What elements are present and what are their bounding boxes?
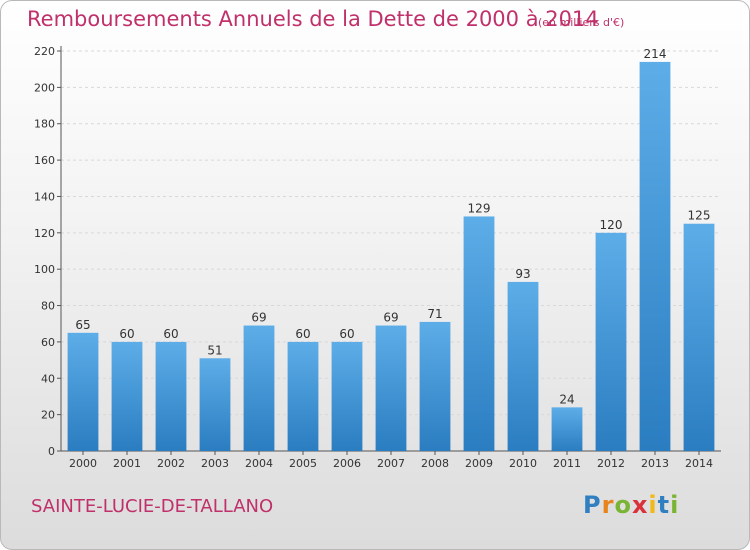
y-tick-label: 60 bbox=[41, 336, 55, 349]
data-label: 51 bbox=[207, 343, 222, 357]
data-label: 60 bbox=[119, 327, 134, 341]
data-label: 60 bbox=[163, 327, 178, 341]
labels: 0 20 40 60 80 100 120 140 160 180 200 220 65 2000 60 20… bbox=[34, 45, 713, 470]
y-tick-label: 0 bbox=[48, 445, 55, 458]
bar-chart: 0 20 40 60 80 100 120 140 160 180 200 220 65 2000 60 20… bbox=[34, 45, 721, 470]
data-label: 120 bbox=[600, 218, 623, 232]
chart-unit: (en milliers d'€) bbox=[538, 16, 625, 29]
y-tick-label: 160 bbox=[34, 154, 55, 167]
y-tick-label: 120 bbox=[34, 227, 55, 240]
x-tick-label: 2008 bbox=[421, 457, 449, 470]
logo-letter: o bbox=[614, 491, 632, 519]
y-tick-label: 180 bbox=[34, 118, 55, 131]
y-tick-label: 40 bbox=[41, 372, 55, 385]
y-tick-label: 140 bbox=[34, 190, 55, 203]
logo-letter: P bbox=[583, 491, 602, 519]
bar-2014 bbox=[683, 223, 715, 451]
y-tick-label: 80 bbox=[41, 300, 55, 313]
bar-2002 bbox=[155, 341, 187, 451]
commune-name: SAINTE-LUCIE-DE-TALLANO bbox=[31, 496, 274, 517]
bar-2010 bbox=[507, 281, 539, 451]
bar-2001 bbox=[111, 341, 143, 451]
bar-2011 bbox=[551, 407, 583, 451]
data-label: 71 bbox=[427, 307, 442, 321]
y-tick-label: 220 bbox=[34, 45, 55, 58]
data-label: 214 bbox=[644, 47, 667, 61]
logo-letter: i bbox=[670, 491, 680, 519]
x-tick-label: 2007 bbox=[377, 457, 405, 470]
proxiti-logo[interactable]: Proxiti bbox=[583, 491, 679, 519]
bar-2008 bbox=[419, 321, 451, 451]
logo-letter: i bbox=[648, 491, 658, 519]
bar-2013 bbox=[639, 61, 671, 452]
data-label: 69 bbox=[383, 311, 398, 325]
x-tick-label: 2014 bbox=[685, 457, 713, 470]
bar-2006 bbox=[331, 341, 363, 451]
bar-2004 bbox=[243, 325, 275, 451]
x-tick-label: 2012 bbox=[597, 457, 625, 470]
y-tick-label: 20 bbox=[41, 409, 55, 422]
data-label: 93 bbox=[515, 267, 530, 281]
x-tick-label: 2004 bbox=[245, 457, 273, 470]
y-tick-label: 100 bbox=[34, 263, 55, 276]
logo-letter: t bbox=[657, 491, 671, 519]
data-label: 60 bbox=[295, 327, 310, 341]
x-tick-label: 2003 bbox=[201, 457, 229, 470]
x-tick-label: 2000 bbox=[69, 457, 97, 470]
chart-title: Remboursements Annuels de la Dette de 20… bbox=[27, 7, 599, 31]
bar-2007 bbox=[375, 325, 407, 451]
data-label: 60 bbox=[339, 327, 354, 341]
bars bbox=[67, 61, 715, 452]
data-label: 129 bbox=[468, 201, 491, 215]
bar-2000 bbox=[67, 332, 99, 451]
data-label: 24 bbox=[559, 392, 574, 406]
bar-2003 bbox=[199, 358, 231, 451]
data-label: 65 bbox=[75, 318, 90, 332]
x-tick-label: 2009 bbox=[465, 457, 493, 470]
bar-2009 bbox=[463, 216, 495, 451]
x-tick-label: 2001 bbox=[113, 457, 141, 470]
x-tick-label: 2002 bbox=[157, 457, 185, 470]
y-tick-label: 200 bbox=[34, 81, 55, 94]
bar-2012 bbox=[595, 232, 627, 451]
x-tick-label: 2011 bbox=[553, 457, 581, 470]
x-tick-label: 2006 bbox=[333, 457, 361, 470]
x-tick-label: 2005 bbox=[289, 457, 317, 470]
data-label: 125 bbox=[688, 209, 711, 223]
x-tick-label: 2013 bbox=[641, 457, 669, 470]
bar-2005 bbox=[287, 341, 319, 451]
data-label: 69 bbox=[251, 311, 266, 325]
logo-letter: r bbox=[601, 491, 615, 519]
logo-letter: x bbox=[631, 491, 649, 519]
x-tick-label: 2010 bbox=[509, 457, 537, 470]
